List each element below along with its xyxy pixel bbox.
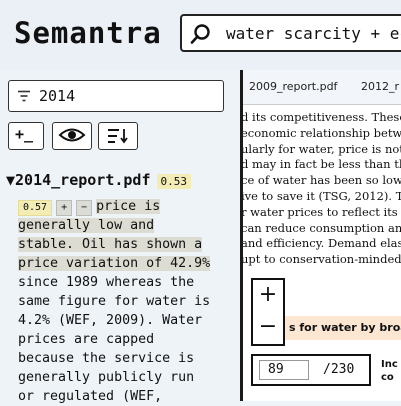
header: Semantra water scarcity + ec [0, 0, 401, 70]
tab-2012-report[interactable]: 2012_r [361, 80, 400, 93]
page-number-input[interactable]: 89 [259, 360, 309, 380]
snippet-line: 4.2% (WEF, 2009). Water [18, 313, 203, 328]
results-panel: 2014 +_ ▼2014_report.pdf 0.53 0.57 + − price… [0, 70, 240, 404]
eye-icon [58, 128, 86, 142]
snippet-line: 0.57 + − price is [18, 197, 230, 216]
snippet-line: generally publicly run [18, 370, 195, 385]
filter-icon [18, 90, 30, 102]
snippet-line: stable. Oil has shown a [18, 237, 203, 252]
caret-down-icon: ▼ [6, 171, 16, 189]
table-heading-row: s for water by broad s [283, 316, 401, 340]
panel-divider[interactable] [240, 70, 243, 401]
doc-title: 2014_report.pdf [15, 171, 151, 189]
page-total: /230 [323, 362, 355, 377]
filter-input[interactable]: 2014 [8, 80, 224, 112]
toggle-preview-button[interactable] [52, 122, 92, 150]
result-snippet[interactable]: 0.57 + − price is generally low and stable.… [18, 197, 230, 406]
snippet-line: since 1989 whereas the [18, 275, 195, 290]
search-icon [190, 24, 210, 44]
doc-score-badge: 0.53 [156, 174, 191, 189]
sort-list-icon [108, 129, 128, 144]
downvote-button[interactable]: − [76, 200, 93, 216]
table-cell-label: Inc co [381, 359, 398, 383]
snippet-line: generally low and [18, 218, 155, 233]
table-heading: s for water by broad s [289, 321, 401, 334]
result-doc-header[interactable]: ▼2014_report.pdf 0.53 [6, 171, 191, 189]
upvote-button[interactable]: + [56, 200, 73, 216]
sort-button[interactable] [98, 122, 138, 150]
add-query-button[interactable]: +_ [8, 122, 44, 150]
tab-2009-report[interactable]: 2009_report.pdf [249, 80, 338, 93]
snippet-line: same figure for water is [18, 294, 211, 309]
page-navigator: 89 /230 [251, 354, 371, 386]
snippet-line: price variation of 42.9% [18, 256, 211, 271]
document-tabs: 2009_report.pdf 2012_r [243, 70, 401, 105]
search-input[interactable]: water scarcity + ec [226, 24, 401, 43]
snippet-line: or regulated (WEF, [18, 389, 163, 404]
zoom-in-button[interactable]: + [258, 282, 278, 307]
app-logo: Semantra [14, 16, 162, 50]
search-bar[interactable]: water scarcity + ec [180, 14, 401, 52]
snippet-score-badge: 0.57 [18, 200, 53, 216]
add-query-label: +_ [15, 125, 34, 143]
snippet-line: prices are capped [18, 332, 155, 347]
zoom-controls: + − [251, 278, 285, 346]
zoom-out-button[interactable]: − [258, 314, 278, 339]
filter-value: 2014 [39, 87, 76, 105]
document-page-text: d its competitiveness. These economic re… [243, 110, 401, 267]
document-viewer: 2009_report.pdf 2012_r d its competitive… [243, 70, 401, 401]
snippet-line: because the service is [18, 351, 195, 366]
